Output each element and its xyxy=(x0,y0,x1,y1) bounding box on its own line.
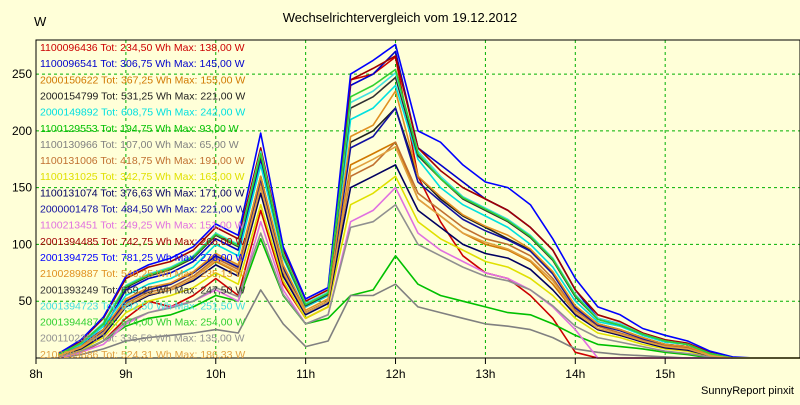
y-tick-label: 200 xyxy=(12,124,32,138)
legend-entry: 1100131074 Tot: 376,63 Wh Max: 171,00 W xyxy=(40,187,245,199)
legend-entry: 2000149892 Tot: 608,75 Wh Max: 242,00 W xyxy=(40,107,245,119)
legend-entry: 1100130966 Tot: 107,00 Wh Max: 65,00 W xyxy=(40,139,239,151)
legend-entry: 1100131006 Tot: 418,75 Wh Max: 191,00 W xyxy=(40,155,245,167)
chart-title: Wechselrichtervergleich vom 19.12.2012 xyxy=(283,10,518,25)
legend-entry: 2001394485 Tot: 742,75 Wh Max: 266,00 W xyxy=(40,236,245,248)
footer-credit: SunnyReport pinxit xyxy=(701,385,794,397)
legend-entry: 1100096541 Tot: 306,75 Wh Max: 145,00 W xyxy=(40,58,245,70)
legend-entry: 1100129553 Tot: 194,75 Wh Max: 93,00 W xyxy=(40,123,239,135)
y-tick-label: 100 xyxy=(12,237,32,251)
x-tick-label: 11h xyxy=(296,367,315,381)
y-axis-label: W xyxy=(34,14,47,29)
x-tick-label: 15h xyxy=(655,367,675,381)
legend-entry: 2001394723 Tot: 692,50 Wh Max: 251,50 W xyxy=(40,300,245,312)
x-tick-label: 12h xyxy=(386,367,406,381)
x-tick-label: 8h xyxy=(29,367,42,381)
legend-entry: 2100289887 Tot: 540,25 Wh Max: 235,13 W xyxy=(40,268,245,280)
y-tick-label: 250 xyxy=(12,67,32,81)
legend-entry: 2001393249 Tot: 669,25 Wh Max: 247,50 W xyxy=(40,284,245,296)
legend-entry: 1100213451 Tot: 249,25 Wh Max: 151,00 W xyxy=(40,220,245,232)
legend-entry: 1100131025 Tot: 342,75 Wh Max: 163,00 W xyxy=(40,171,245,183)
legend-entry: 2001394487 Tot: 674,00 Wh Max: 254,00 W xyxy=(40,317,245,329)
legend-entry: 2000001478 Tot: 484,50 Wh Max: 221,00 W xyxy=(40,204,245,216)
x-tick-label: 10h xyxy=(206,367,226,381)
legend-entry: 2000150622 Tot: 367,25 Wh Max: 155,00 W xyxy=(40,74,245,86)
x-tick-label: 9h xyxy=(119,367,132,381)
legend-entry: 2000154799 Tot: 531,25 Wh Max: 221,00 W xyxy=(40,90,245,102)
legend-entry: 2001394725 Tot: 781,25 Wh Max: 276,00 W xyxy=(40,252,245,264)
legend-entry: 2100289886 Tot: 524,31 Wh Max: 186,33 W xyxy=(40,349,245,361)
y-tick-label: 150 xyxy=(12,181,32,195)
legend-entry: 1100096436 Tot: 234,50 Wh Max: 138,00 W xyxy=(40,42,245,54)
legend-entry: 2001102358 Tot: 336,50 Wh Max: 135,00 W xyxy=(40,333,245,345)
x-tick-label: 14h xyxy=(565,367,585,381)
x-tick-label: 13h xyxy=(475,367,495,381)
y-tick-label: 50 xyxy=(19,294,33,308)
